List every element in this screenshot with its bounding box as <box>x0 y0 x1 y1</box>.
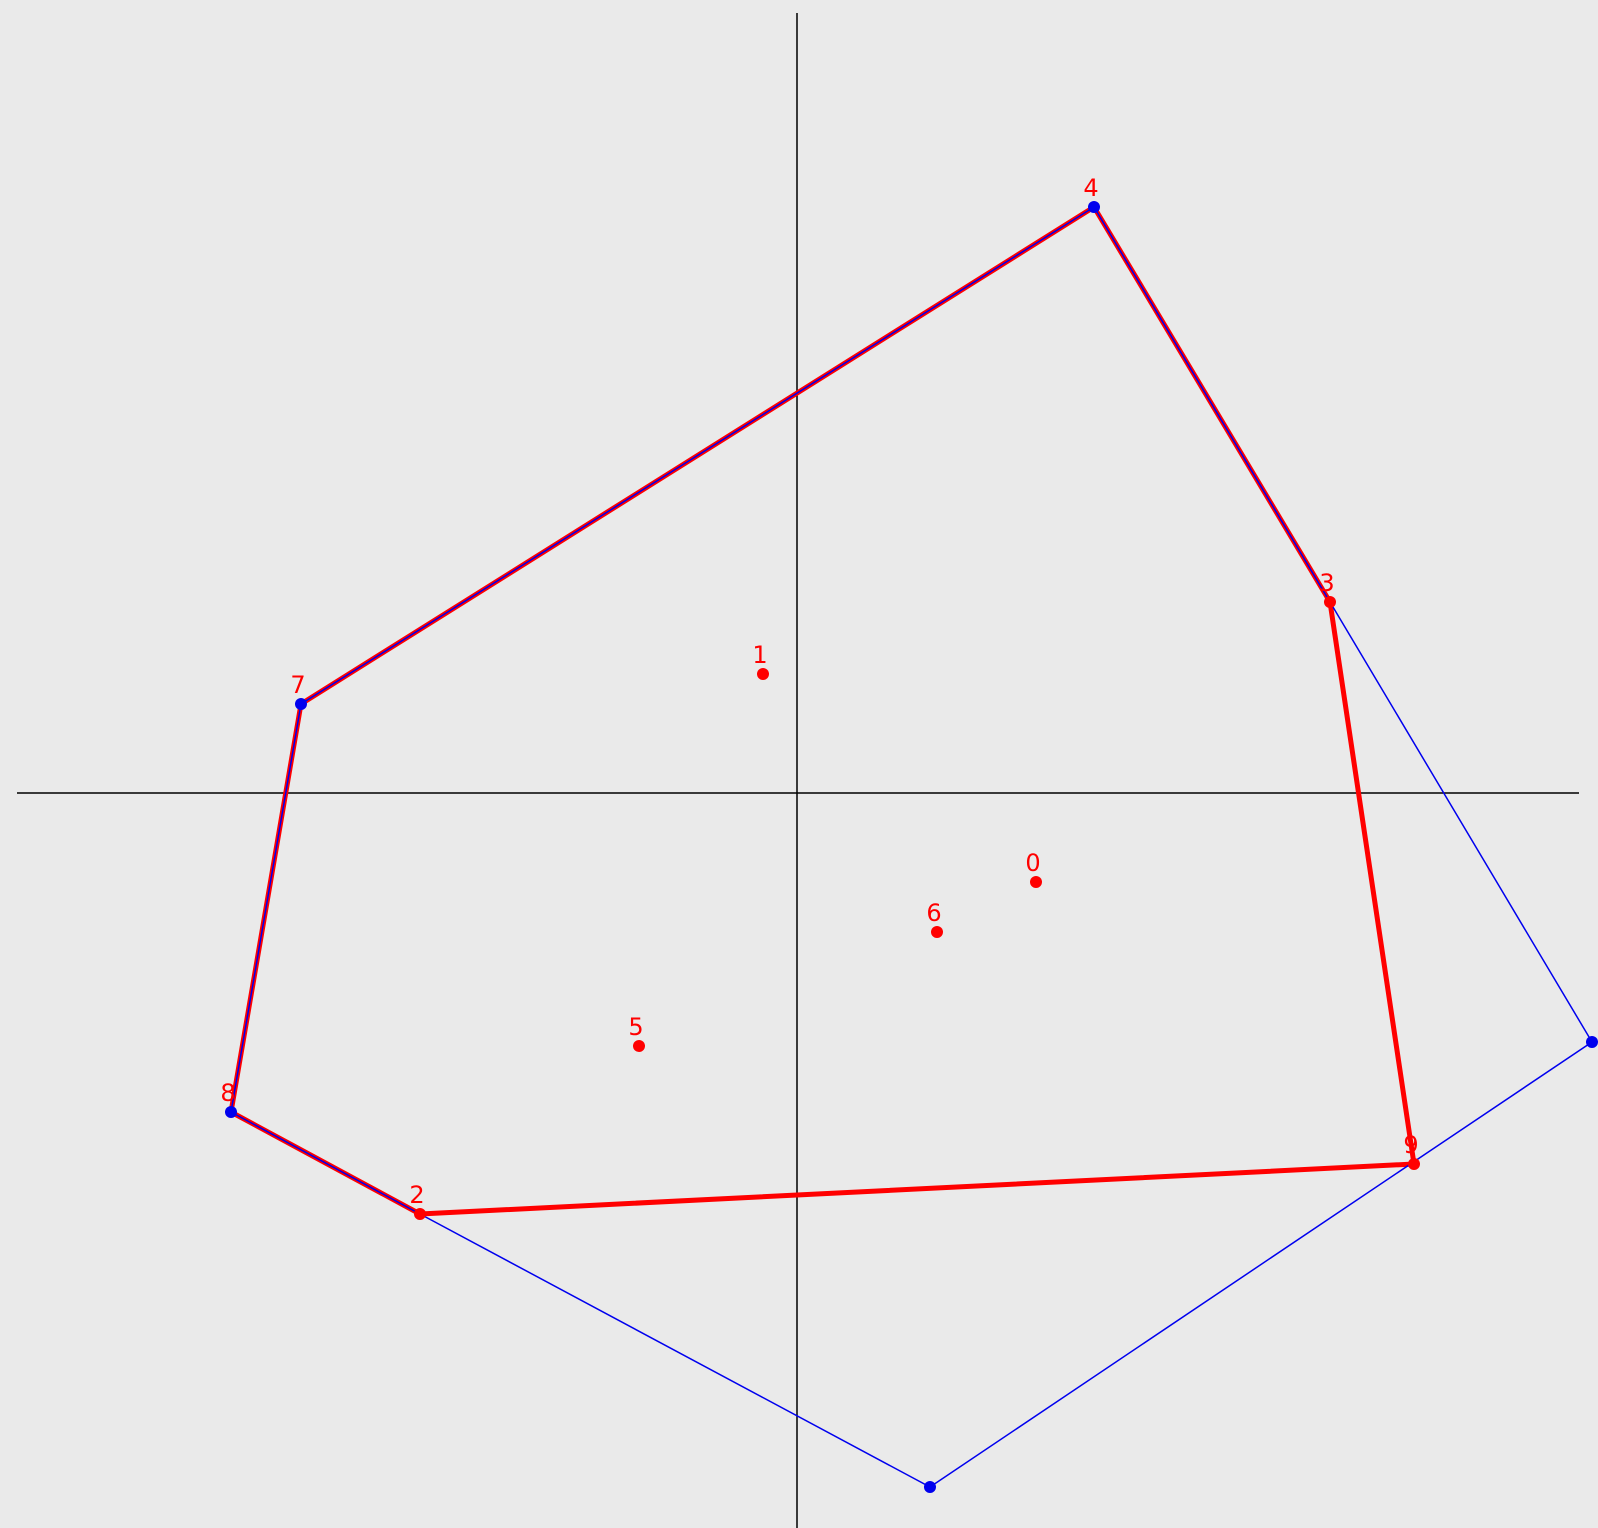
point <box>633 1040 645 1052</box>
hull-vertex <box>225 1106 237 1118</box>
point-label: 6 <box>926 899 941 927</box>
point-label: 3 <box>1319 569 1334 597</box>
point <box>757 668 769 680</box>
blue-points <box>225 201 1598 1493</box>
red-points <box>414 596 1420 1220</box>
point-label: 5 <box>628 1013 643 1041</box>
point <box>414 1208 426 1220</box>
hull-vertex <box>1088 201 1100 213</box>
point-label: 0 <box>1025 849 1040 877</box>
point-label: 1 <box>752 641 767 669</box>
point-label: 8 <box>220 1079 235 1107</box>
hull-vertex <box>1586 1036 1598 1048</box>
hull-vertex <box>924 1481 936 1493</box>
point-label: 7 <box>290 671 305 699</box>
hull-vertex <box>295 698 307 710</box>
point-label: 9 <box>1403 1131 1418 1159</box>
point <box>1030 876 1042 888</box>
point-label: 4 <box>1083 174 1098 202</box>
point-label: 2 <box>409 1181 424 1209</box>
blue-hull <box>230 205 1594 1488</box>
point <box>1408 1158 1420 1170</box>
point <box>931 926 943 938</box>
point-labels: 0 1 2 3 4 5 6 7 8 9 <box>220 174 1418 1209</box>
point <box>1324 596 1336 608</box>
